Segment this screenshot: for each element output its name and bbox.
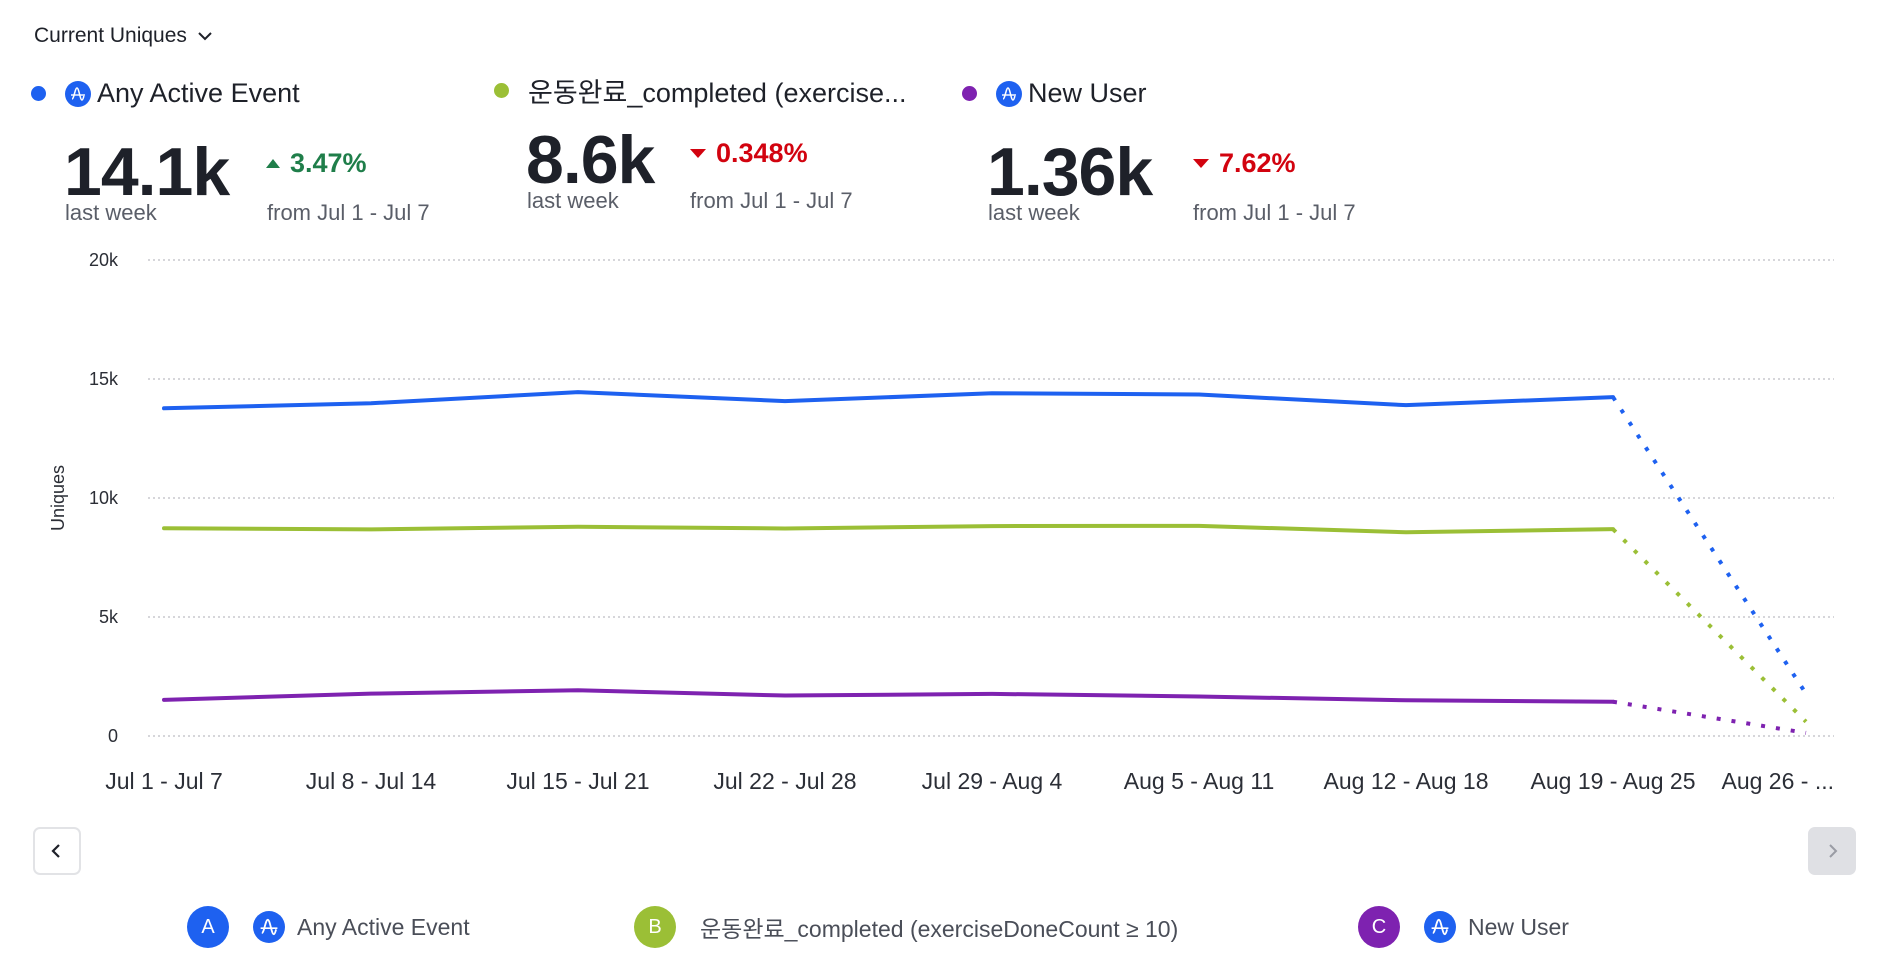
metric-selector-dropdown[interactable]: Current Uniques xyxy=(34,24,215,48)
card-title-text: New User xyxy=(1028,78,1147,108)
card-title-text: 운동완료_completed (exercise... xyxy=(528,78,907,108)
line-chart: 0 5k 10k 15k 20k Uniques Jul 1 - Jul 7 Jul 8 - … xyxy=(48,250,1834,794)
x-tick-label: Aug 19 - Aug 25 xyxy=(1531,768,1696,794)
amplitude-event-icon xyxy=(1424,911,1456,943)
x-tick-label: Jul 8 - Jul 14 xyxy=(306,768,437,794)
legend-item-b[interactable]: B 운동완료_completed (exerciseDoneCount ≥ 10) xyxy=(634,905,1178,949)
series-letter-badge: B xyxy=(634,906,676,948)
legend-label: Any Active Event xyxy=(297,913,470,940)
change-percent: 0.348% xyxy=(716,138,808,168)
series-letter-badge: A xyxy=(187,906,229,948)
legend-item-a[interactable]: A Any Active Event xyxy=(187,905,470,949)
chevron-left-icon xyxy=(51,844,60,858)
change-comparison-label: from Jul 1 - Jul 7 xyxy=(267,200,430,225)
previous-page-button[interactable] xyxy=(33,827,81,875)
legend-label: 운동완료_completed (exerciseDoneCount ≥ 10) xyxy=(700,916,1179,942)
change-indicator: 0.348% xyxy=(690,138,808,169)
x-tick-label: Aug 5 - Aug 11 xyxy=(1124,768,1274,794)
change-comparison-label: from Jul 1 - Jul 7 xyxy=(1193,200,1356,225)
metric-value: 14.1k xyxy=(64,134,230,210)
triangle-down-icon xyxy=(690,149,706,158)
metric-selector-label: Current Uniques xyxy=(34,24,187,47)
change-comparison-label: from Jul 1 - Jul 7 xyxy=(690,188,853,213)
chevron-down-icon xyxy=(198,32,212,41)
x-tick-label: Jul 1 - Jul 7 xyxy=(105,768,223,794)
legend-item-c[interactable]: C New User xyxy=(1358,905,1569,949)
series-incomplete-segment-b xyxy=(1611,527,1808,724)
legend-label: New User xyxy=(1468,913,1569,940)
amplitude-icon-glyph xyxy=(1431,918,1449,936)
y-tick-label: 0 xyxy=(108,726,118,746)
x-tick-label: Jul 22 - Jul 28 xyxy=(713,768,856,794)
card-title-text: Any Active Event xyxy=(97,78,300,108)
y-tick-label: 5k xyxy=(99,607,119,627)
change-percent: 7.62% xyxy=(1219,148,1296,178)
change-indicator: 7.62% xyxy=(1193,148,1296,179)
triangle-up-icon xyxy=(266,159,280,168)
x-tick-label: Jul 15 - Jul 21 xyxy=(506,768,649,794)
amplitude-event-icon xyxy=(65,80,91,107)
series-line-a xyxy=(162,390,1615,411)
x-tick-label: Aug 26 - ... xyxy=(1721,768,1834,794)
series-color-dot xyxy=(962,86,977,101)
card-title[interactable]: 운동완료_completed (exercise... xyxy=(494,71,906,110)
x-tick-label: Aug 12 - Aug 18 xyxy=(1324,768,1489,794)
x-tick-label: Jul 29 - Aug 4 xyxy=(922,768,1063,794)
chevron-right-icon xyxy=(1829,844,1838,858)
amplitude-event-icon xyxy=(996,80,1022,107)
series-color-dot xyxy=(494,83,509,98)
series-incomplete-segment-c xyxy=(1612,699,1807,735)
next-page-button[interactable] xyxy=(1808,827,1856,875)
change-indicator: 3.47% xyxy=(266,148,367,179)
metric-period-label: last week xyxy=(527,188,619,213)
change-percent: 3.47% xyxy=(290,148,367,178)
series-letter-badge: C xyxy=(1358,906,1400,948)
triangle-down-icon xyxy=(1193,159,1209,168)
metric-value: 8.6k xyxy=(526,122,655,198)
amplitude-event-icon xyxy=(253,911,285,943)
metric-period-label: last week xyxy=(65,200,157,225)
y-tick-label: 10k xyxy=(89,488,119,508)
metric-value: 1.36k xyxy=(987,134,1153,210)
y-tick-label: 15k xyxy=(89,369,119,389)
series-color-dot xyxy=(31,86,46,101)
card-title[interactable]: New User xyxy=(962,78,1147,109)
y-axis-title: Uniques xyxy=(48,465,68,531)
amplitude-icon-glyph xyxy=(71,86,85,101)
card-title[interactable]: Any Active Event xyxy=(31,78,300,109)
series-line-c xyxy=(162,688,1615,704)
y-tick-label: 20k xyxy=(89,250,119,270)
amplitude-icon-glyph xyxy=(260,918,278,936)
amplitude-icon-glyph xyxy=(1002,86,1016,101)
series-line-b xyxy=(162,523,1615,535)
metric-period-label: last week xyxy=(988,200,1080,225)
series-incomplete-segment-a xyxy=(1611,395,1808,695)
